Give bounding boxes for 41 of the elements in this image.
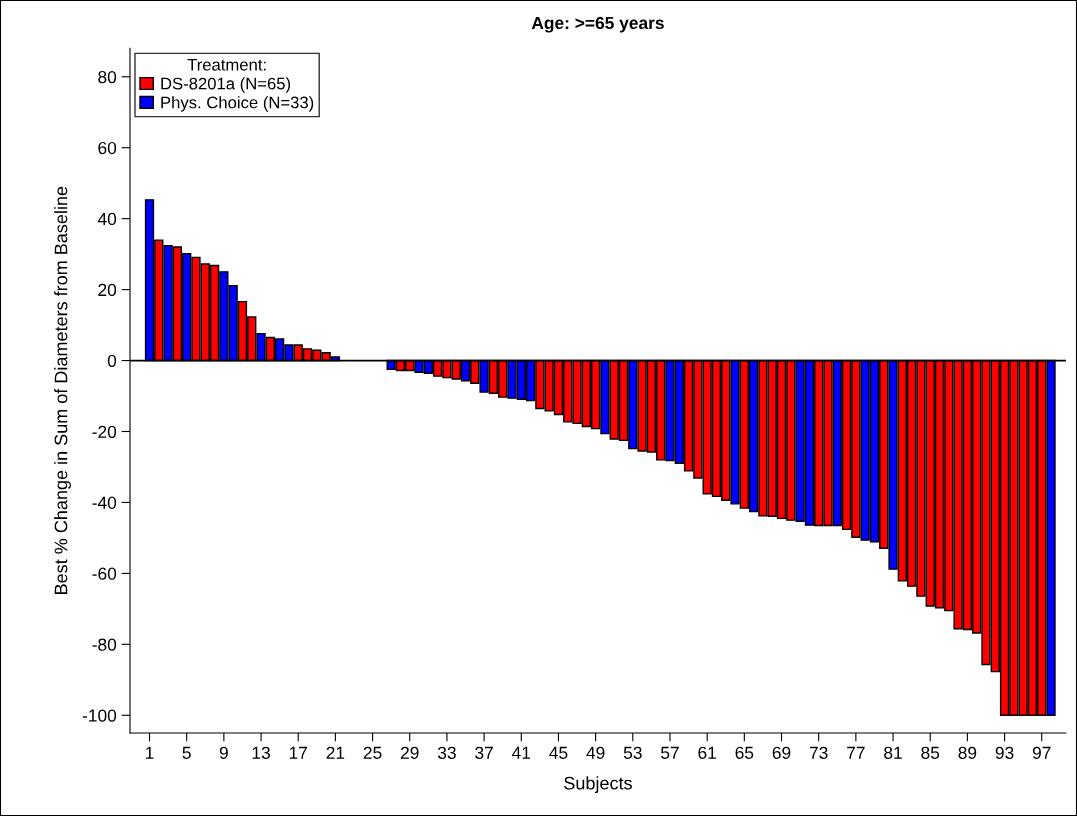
y-axis-title: Best % Change in Sum of Diameters from Baseline	[54, 186, 71, 594]
y-tick-label: -40	[92, 496, 117, 509]
x-tick-label: 73	[809, 746, 828, 759]
legend-title: Treatment:	[187, 59, 266, 71]
x-tick-label: 81	[884, 746, 902, 759]
x-axis-title: Subjects	[564, 776, 632, 794]
x-tick-label: 93	[995, 746, 1014, 759]
y-tick-label: -60	[92, 567, 117, 580]
x-tick-label: 13	[252, 746, 270, 759]
x-tick-label: 53	[623, 746, 642, 759]
x-tick-label: 29	[400, 746, 419, 759]
x-tick-label: 57	[661, 746, 679, 759]
x-tick-label: 17	[289, 746, 307, 759]
y-tick-label: 60	[98, 141, 117, 155]
y-tick-label: -100	[82, 709, 117, 722]
x-tick-label: 33	[437, 746, 456, 759]
x-tick-label: 85	[921, 746, 940, 759]
x-tick-label: 5	[182, 746, 191, 759]
x-tick-label: 1	[146, 746, 154, 759]
x-tick-label: 41	[512, 746, 531, 759]
x-tick-label: 45	[549, 746, 568, 759]
x-tick-label: 25	[363, 746, 382, 759]
chart-title: Age: >=65 years	[531, 16, 664, 33]
y-tick-label: -80	[92, 638, 117, 651]
y-tick-label: 0	[107, 354, 117, 368]
x-tick-label: 97	[1032, 746, 1051, 759]
x-tick-label: 21	[326, 746, 345, 759]
x-tick-label: 49	[586, 746, 605, 759]
y-tick-label: 40	[97, 212, 117, 226]
x-tick-label: 9	[219, 746, 228, 759]
x-tick-label: 69	[772, 746, 791, 759]
legend-label: Phys. Choice (N=33)	[161, 96, 314, 112]
y-tick-label: -20	[92, 425, 117, 438]
y-tick-label: 20	[98, 283, 117, 297]
x-tick-label: 77	[847, 746, 865, 759]
x-tick-label: 65	[735, 746, 754, 759]
x-tick-label: 61	[698, 746, 716, 759]
x-tick-label: 37	[475, 746, 493, 759]
y-tick-label: 80	[98, 70, 117, 84]
legend-label: DS-8201a (N=65)	[161, 77, 291, 93]
x-tick-label: 89	[958, 746, 977, 759]
